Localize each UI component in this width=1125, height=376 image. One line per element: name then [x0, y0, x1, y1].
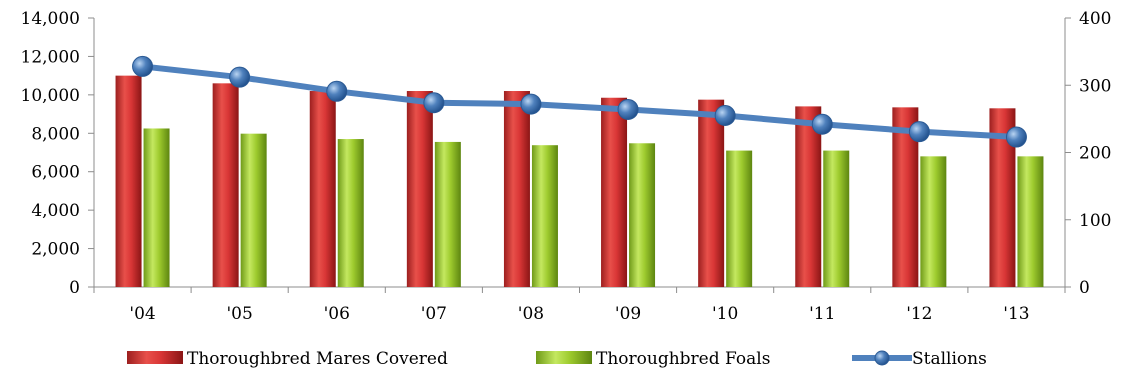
y-tick-label-left: 2,000 — [31, 240, 80, 260]
bar-foals — [434, 141, 461, 287]
x-tick-label: '09 — [615, 304, 641, 324]
bar-mares-covered — [212, 83, 239, 287]
bar-foals — [240, 133, 267, 287]
x-tick-label: '07 — [421, 304, 447, 324]
x-tick-label: '13 — [1003, 304, 1029, 324]
point-stallions — [617, 98, 639, 120]
point-stallions — [714, 105, 736, 127]
bar-mares-covered — [795, 106, 822, 287]
y-tick-label-left: 12,000 — [21, 47, 80, 67]
bar-mares-covered — [406, 91, 433, 287]
x-tick-label: '12 — [906, 304, 932, 324]
legend-label-stallions: Stallions — [912, 349, 987, 369]
bar-mares-covered — [698, 99, 725, 288]
y-tick-label-left: 14,000 — [21, 9, 80, 29]
y-tick-label-right: 300 — [1079, 76, 1111, 96]
point-stallions — [423, 92, 445, 114]
point-stallions — [132, 55, 154, 77]
x-tick-label: '08 — [518, 304, 544, 324]
line-stallions — [142, 63, 1017, 141]
y-tick-label-left: 10,000 — [21, 86, 80, 106]
x-tick-label: '06 — [324, 304, 350, 324]
x-tick-label: '04 — [129, 304, 155, 324]
point-stallions — [520, 93, 542, 115]
legend: Thoroughbred Mares Covered Thoroughbred F… — [127, 349, 987, 369]
bar-foals — [823, 150, 850, 287]
bar-foals — [531, 145, 558, 287]
y-tick-label-left: 8,000 — [31, 124, 80, 144]
bar-foals — [143, 128, 170, 287]
legend-label-foals: Thoroughbred Foals — [596, 349, 770, 369]
x-tick-label: '05 — [226, 304, 252, 324]
point-stallions — [811, 113, 833, 135]
bar-mares-covered — [115, 75, 142, 288]
y-tick-label-left: 4,000 — [31, 201, 80, 221]
bar-foals — [629, 143, 656, 287]
axes: 0 2,000 4,000 6,000 8,000 10,000 12,000 14,000 0… — [21, 9, 1112, 324]
bar-mares-covered — [601, 97, 628, 287]
x-tick-label: '10 — [712, 304, 738, 324]
point-stallions — [229, 66, 251, 88]
legend-label-mares: Thoroughbred Mares Covered — [187, 349, 448, 369]
point-stallions — [908, 121, 930, 143]
legend-swatch-mares — [127, 351, 183, 364]
bars-layer — [115, 75, 1044, 288]
x-tick-label: '11 — [809, 304, 835, 324]
bar-foals — [726, 150, 753, 287]
point-stallions — [1005, 126, 1027, 148]
legend-swatch-foals — [536, 351, 592, 364]
bar-foals — [1017, 156, 1044, 287]
y-tick-label-left: 0 — [69, 278, 80, 298]
point-stallions — [326, 80, 348, 102]
y-tick-label-right: 0 — [1079, 278, 1090, 298]
line-layer — [132, 55, 1027, 148]
bar-mares-covered — [503, 91, 530, 287]
bar-mares-covered — [309, 91, 336, 287]
y-tick-label-right: 400 — [1079, 9, 1111, 29]
y-tick-label-right: 200 — [1079, 144, 1111, 164]
y-tick-label-right: 100 — [1079, 211, 1111, 231]
y-tick-label-left: 6,000 — [31, 163, 80, 183]
legend-swatch-stallions-marker — [874, 350, 890, 366]
bar-foals — [337, 139, 364, 287]
bar-foals — [920, 156, 947, 287]
